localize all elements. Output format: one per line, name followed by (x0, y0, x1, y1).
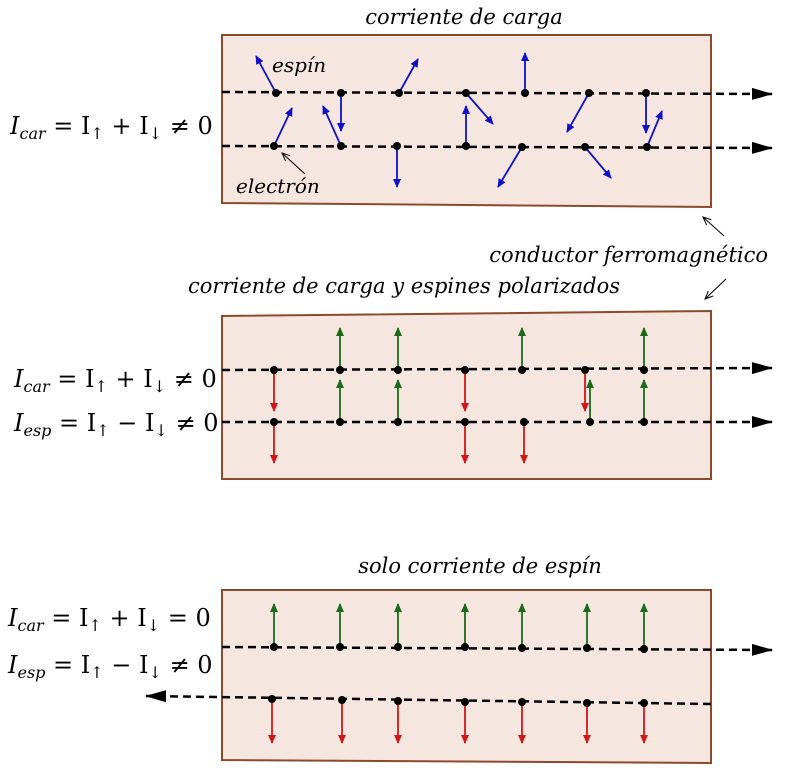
spin-arrow (584, 146, 612, 179)
panel3-title: solo corriente de espín (358, 554, 602, 578)
electron-label: electrón (236, 174, 320, 198)
panel2-title: corriente de carga y espines polarizados (188, 274, 620, 298)
electron-track-bottom (221, 141, 773, 154)
electron-track-forward (221, 643, 773, 656)
panel1-title: corriente de carga (365, 5, 563, 29)
equation-charge-3: Icar = I↑ + I↓ = 0 (7, 604, 211, 635)
electron-track-backward (145, 690, 712, 706)
equation-charge-2: Icar = I↑ + I↓ ≠ 0 (13, 365, 217, 396)
panel-polarized-current: corriente de carga y espines polarizados (13, 274, 773, 480)
spin-arrow (255, 55, 277, 94)
ferromagnet-label-group: conductor ferromagnético (489, 217, 768, 299)
equation-spin-2: Iesp = I↑ − I↓ ≠ 0 (13, 409, 219, 440)
conductor-slab-3 (221, 589, 712, 765)
conductor-slab-2 (221, 309, 712, 480)
spin-label: espín (272, 53, 326, 77)
spin-arrow (646, 110, 663, 148)
spin-arrow (273, 107, 293, 147)
electron-track-top (221, 362, 773, 375)
spin-arrow (398, 58, 419, 94)
pointer-down (705, 278, 727, 299)
electron-dots-1 (270, 89, 651, 151)
equation-spin-3: Iesp = I↑ − I↓ ≠ 0 (7, 651, 213, 682)
spin-arrow (322, 105, 342, 147)
spin-arrow (566, 92, 590, 133)
panel-charge-current: corriente de carga espín electró (9, 5, 773, 209)
equation-charge-1: Icar = I↑ + I↓ ≠ 0 (9, 112, 213, 143)
electron-pointer (282, 153, 306, 175)
spin-arrow (497, 146, 523, 188)
spin-arrow (465, 92, 494, 125)
ferromagnetic-conductor-label: conductor ferromagnético (489, 243, 768, 267)
electron-dots-2 (270, 366, 648, 426)
electron-dots-3 (268, 643, 648, 707)
panel-pure-spin-current: solo corriente de espín Icar = I↑ + I↓ (7, 554, 773, 765)
electron-track-top (221, 87, 773, 100)
pointer-up (703, 217, 725, 237)
